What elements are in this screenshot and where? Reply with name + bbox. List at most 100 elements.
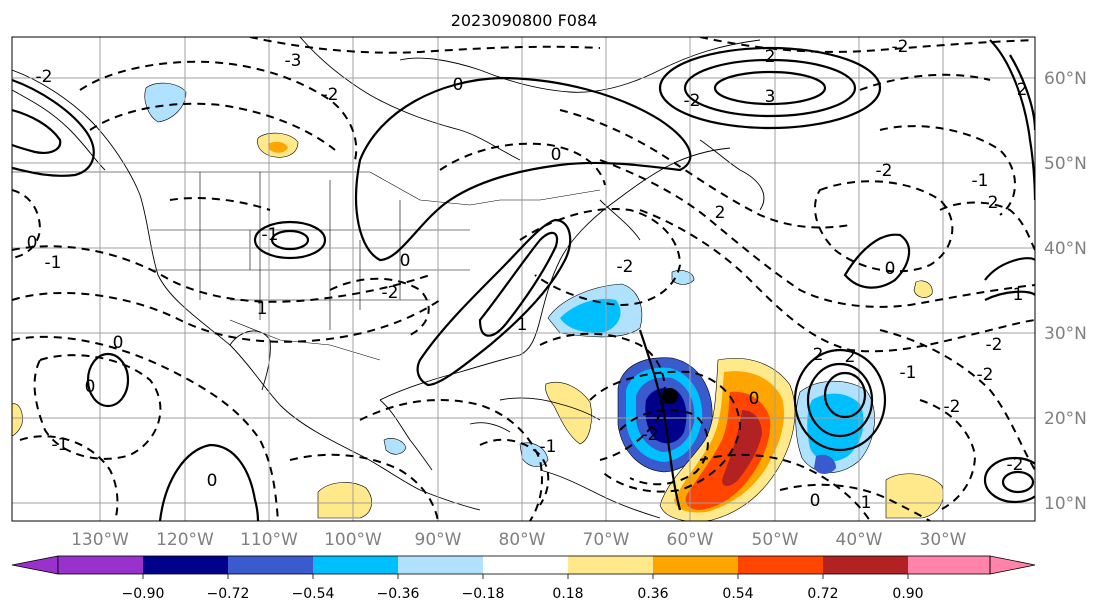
contour-label: 0 [207, 471, 218, 491]
colorbar-tick-label: 0.18 [552, 586, 583, 602]
contour-label: -2 [986, 335, 1003, 355]
contour-label: 0 [810, 491, 821, 511]
contour-label: 1 [861, 493, 872, 513]
yellow-anomaly-east [885, 473, 944, 519]
contour-label: -2 [876, 161, 893, 181]
colorbar-bin [143, 556, 228, 574]
colorbar-bin [483, 556, 568, 574]
contour-label: -2 [982, 193, 999, 213]
contour-label: 2 [715, 203, 726, 223]
colorbar-bin [398, 556, 483, 574]
map-frame [11, 36, 1036, 522]
colorbar-bin [653, 556, 738, 574]
yellow-anomaly-caribbean [545, 382, 592, 445]
lon-label: 80°W [499, 530, 546, 550]
lat-label: 30°N [1044, 324, 1087, 344]
lon-label: 70°W [583, 530, 630, 550]
colorbar-bin [823, 556, 908, 574]
lat-label: 20°N [1044, 409, 1087, 429]
longitude-axis: 130°W 120°W 110°W 100°W 90°W 80°W 70°W 6… [71, 530, 967, 550]
colorbar-bin [58, 556, 143, 574]
yellow-anomaly-pacific [317, 482, 372, 519]
contour-label: 0 [27, 233, 38, 253]
blue-core-gulfstream [560, 298, 621, 333]
contour-label: 1 [517, 315, 528, 335]
contour-label: -2 [944, 397, 961, 417]
contour-label: 2 [1017, 80, 1028, 100]
contour-label: -3 [285, 51, 302, 71]
lat-label: 50°N [1044, 154, 1087, 174]
contour-label: 0 [885, 259, 896, 279]
contour-label: -2 [36, 67, 53, 87]
shaded-anomalies [12, 82, 944, 521]
lat-label: 10°N [1044, 494, 1087, 514]
contour-label: -1 [262, 225, 279, 245]
lon-label: 90°W [415, 530, 462, 550]
colorbar-extend-low [11, 555, 59, 575]
lon-label: 50°W [752, 530, 799, 550]
contour-label: 1 [257, 299, 268, 319]
contour-label: -1 [52, 435, 69, 455]
map-area: -3 -2 0 -2 3 2 -2 -2 2 -2 0 -1 1 0 -2 2 … [12, 37, 1035, 521]
lon-label: 130°W [71, 530, 129, 550]
contour-label: 2 [845, 347, 856, 367]
colorbar-bin [908, 556, 990, 574]
contour-label: -2 [977, 365, 994, 385]
lat-label: 40°N [1044, 239, 1087, 259]
colorbar-extend-high [989, 555, 1036, 575]
coastlines [12, 37, 765, 519]
contour-label: -1 [45, 253, 62, 273]
contour-label: 2 [765, 47, 776, 67]
contour-label: -2 [1007, 455, 1024, 475]
contour-label: -1 [540, 437, 557, 457]
contour-label: -2 [382, 283, 399, 303]
colorbar-tick-label: −0.36 [377, 586, 420, 602]
map-title: 2023090800 F084 [451, 11, 598, 30]
lon-label: 40°W [836, 530, 883, 550]
contour-label: -1 [900, 363, 917, 383]
lon-label: 30°W [920, 530, 967, 550]
colorbar-tick-label: 0.36 [637, 586, 668, 602]
contour-label: -1 [972, 171, 989, 191]
latitude-axis: 60°N 50°N 40°N 30°N 20°N 10°N [1044, 69, 1087, 514]
contour-labels: -3 -2 0 -2 3 2 -2 -2 2 -2 0 -1 1 0 -2 2 … [27, 37, 1028, 513]
contour-label: 2 [813, 345, 824, 365]
colorbar-tick-label: −0.18 [462, 586, 505, 602]
colorbar-frame [57, 555, 991, 575]
gridlines [12, 37, 1035, 521]
contour-label: 1 [1013, 285, 1024, 305]
colorbar-bin [568, 556, 653, 574]
colorbar-tick-label: −0.72 [207, 586, 250, 602]
contour-label: 0 [749, 389, 760, 409]
colorbar-tick-label: 0.90 [892, 586, 923, 602]
colorbar-tick-label: 0.72 [807, 586, 838, 602]
contour-label: -2 [642, 425, 659, 445]
contour-label: -2 [684, 91, 701, 111]
contour-label: 0 [453, 75, 464, 95]
lon-label: 100°W [324, 530, 382, 550]
lon-label: 120°W [156, 530, 214, 550]
lon-label: 60°W [667, 530, 714, 550]
dashed-contours [12, 37, 1035, 521]
colorbar: −0.90 −0.72 −0.54 −0.36 −0.18 0.18 0.36 … [11, 555, 1036, 602]
colorbar-tick-label: −0.90 [122, 586, 165, 602]
colorbar-tick-label: 0.54 [722, 586, 753, 602]
colorbar-tick-label: −0.54 [292, 586, 335, 602]
colorbar-bin [313, 556, 398, 574]
colorbar-ticks [142, 574, 909, 579]
contour-label: -2 [892, 37, 909, 57]
colorbar-bin [738, 556, 823, 574]
contour-label: -2 [617, 257, 634, 277]
contour-label: 3 [765, 87, 776, 107]
contour-label: 0 [551, 145, 562, 165]
blue-anomaly-north [144, 82, 187, 123]
contour-label: -2 [322, 85, 339, 105]
lat-label: 60°N [1044, 69, 1087, 89]
contour-label: 0 [113, 333, 124, 353]
colorbar-bin [228, 556, 313, 574]
lon-label: 110°W [240, 530, 298, 550]
storm-center-marker [662, 388, 678, 404]
contour-label: 0 [400, 251, 411, 271]
contour-label: 0 [85, 377, 96, 397]
